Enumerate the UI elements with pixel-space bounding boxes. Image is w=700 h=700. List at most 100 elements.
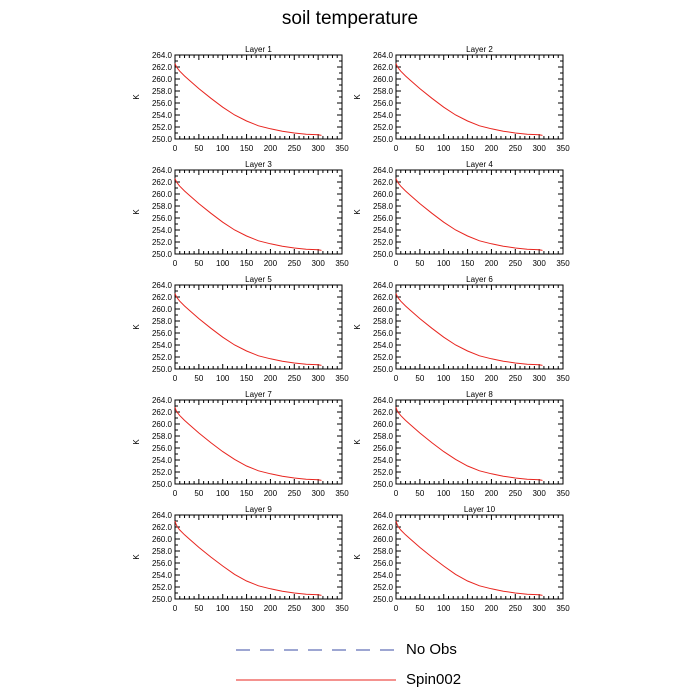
y-tick-label: 256.0 [373, 99, 394, 108]
plot-frame [395, 399, 564, 485]
x-tick-label: 0 [173, 144, 178, 153]
y-tick-label: 252.0 [373, 468, 394, 477]
y-tick-label: 264.0 [152, 166, 173, 175]
y-tick-label: 262.0 [373, 178, 394, 187]
y-tick-label: 258.0 [152, 87, 173, 96]
x-tick-label: 50 [415, 144, 424, 153]
y-tick-label: 254.0 [152, 341, 173, 350]
y-tick-label: 258.0 [152, 317, 173, 326]
y-tick-label: 258.0 [373, 547, 394, 556]
x-tick-label: 250 [288, 489, 302, 498]
x-tick-label: 50 [415, 489, 424, 498]
series-line-spin002 [395, 293, 543, 366]
y-tick-label: 256.0 [152, 214, 173, 223]
x-tick-label: 250 [288, 144, 302, 153]
series-line-spin002 [395, 178, 543, 251]
chart-panel-layer-5: Layer 5 K 250.0 252.0 254.0 256.0 258.0 260.0 26… [132, 275, 349, 383]
y-tick-label: 256.0 [152, 559, 173, 568]
x-tick-label: 350 [556, 374, 570, 383]
y-axis-label: K [132, 209, 141, 215]
y-tick-label: 262.0 [152, 178, 173, 187]
y-tick-label: 252.0 [152, 583, 173, 592]
y-axis-label: K [132, 324, 141, 330]
x-tick-label: 200 [485, 374, 499, 383]
y-tick-label: 260.0 [152, 75, 173, 84]
y-tick-label: 264.0 [373, 281, 394, 290]
plot-frame [174, 54, 343, 140]
panel-title: Layer 7 [245, 390, 272, 399]
panel-title: Layer 4 [466, 160, 493, 169]
x-tick-label: 200 [485, 144, 499, 153]
x-tick-label: 150 [240, 144, 254, 153]
x-tick-label: 0 [394, 259, 399, 268]
x-tick-label: 350 [335, 604, 349, 613]
x-tick-label: 300 [532, 489, 546, 498]
x-tick-label: 150 [461, 604, 475, 613]
y-tick-label: 264.0 [373, 396, 394, 405]
x-tick-label: 100 [216, 374, 230, 383]
y-tick-label: 264.0 [152, 51, 173, 60]
x-tick-label: 50 [194, 374, 203, 383]
figure-title: soil temperature [281, 8, 419, 29]
x-tick-label: 200 [264, 259, 278, 268]
y-tick-label: 260.0 [152, 535, 173, 544]
x-tick-label: 250 [288, 374, 302, 383]
plot-frame [174, 514, 343, 600]
plot-frame [174, 399, 343, 485]
y-tick-label: 256.0 [152, 99, 173, 108]
y-tick-label: 258.0 [373, 432, 394, 441]
y-axis-label: K [353, 439, 362, 445]
series-line-spin002 [395, 520, 543, 596]
series-line-spin002 [395, 407, 543, 481]
x-tick-label: 0 [173, 604, 178, 613]
series-line-spin002 [174, 407, 322, 481]
y-tick-label: 258.0 [152, 202, 173, 211]
panel-title: Layer 6 [466, 275, 493, 284]
y-axis-label: K [353, 94, 362, 100]
y-tick-label: 250.0 [152, 250, 173, 259]
y-axis-label: K [353, 209, 362, 215]
y-tick-label: 250.0 [373, 135, 394, 144]
x-tick-label: 50 [194, 259, 203, 268]
y-tick-label: 260.0 [152, 420, 173, 429]
x-tick-label: 350 [556, 489, 570, 498]
x-tick-label: 250 [509, 259, 523, 268]
y-tick-label: 250.0 [373, 595, 394, 604]
y-tick-label: 254.0 [152, 571, 173, 580]
x-tick-label: 100 [437, 144, 451, 153]
legend-label-no-obs: No Obs [406, 641, 457, 658]
y-tick-label: 252.0 [152, 238, 173, 247]
y-tick-label: 258.0 [152, 547, 173, 556]
x-tick-label: 100 [437, 604, 451, 613]
y-tick-label: 250.0 [152, 480, 173, 489]
x-tick-label: 150 [240, 259, 254, 268]
x-tick-label: 100 [437, 259, 451, 268]
x-tick-label: 50 [415, 374, 424, 383]
y-tick-label: 264.0 [152, 281, 173, 290]
chart-panel-layer-6: Layer 6 K 250.0 252.0 254.0 256.0 258.0 260.0 26… [353, 275, 570, 383]
panel-title: Layer 1 [245, 45, 272, 54]
x-tick-label: 200 [264, 489, 278, 498]
y-tick-label: 262.0 [152, 63, 173, 72]
x-tick-label: 150 [240, 374, 254, 383]
y-axis-label: K [353, 324, 362, 330]
x-tick-label: 200 [264, 604, 278, 613]
y-tick-label: 256.0 [373, 559, 394, 568]
y-tick-label: 250.0 [152, 135, 173, 144]
chart-panel-layer-10: Layer 10 K 250.0 252.0 254.0 256.0 258.0 260.0 2… [353, 505, 570, 613]
x-tick-label: 0 [394, 489, 399, 498]
y-tick-label: 256.0 [152, 329, 173, 338]
x-tick-label: 100 [216, 259, 230, 268]
y-tick-label: 262.0 [152, 408, 173, 417]
x-tick-label: 100 [216, 489, 230, 498]
x-tick-label: 200 [485, 259, 499, 268]
y-tick-label: 250.0 [373, 365, 394, 374]
x-tick-label: 300 [532, 259, 546, 268]
x-tick-label: 50 [194, 489, 203, 498]
x-tick-label: 350 [335, 374, 349, 383]
series-line-spin002 [174, 63, 322, 136]
series-line-spin002 [174, 520, 322, 596]
plot-frame [395, 514, 564, 600]
y-tick-label: 264.0 [373, 166, 394, 175]
plot-frame [395, 169, 564, 255]
